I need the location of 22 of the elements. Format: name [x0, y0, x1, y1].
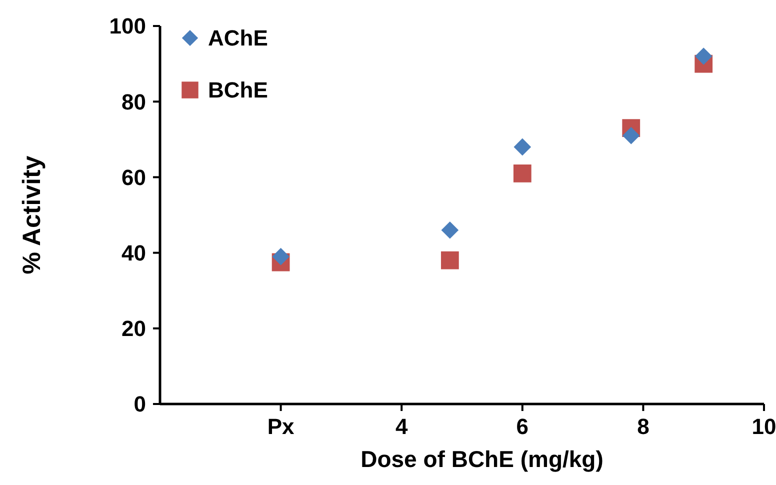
y-tick-label: 0	[134, 392, 146, 417]
x-tick-label: 8	[637, 414, 650, 439]
legend-label: AChE	[208, 26, 268, 51]
y-tick-label: 40	[122, 240, 146, 266]
point	[514, 138, 532, 156]
y-axis-title: % Activity	[18, 156, 46, 274]
y-tick-label: 60	[122, 164, 146, 190]
x-tick-label: 6	[516, 414, 529, 439]
point	[441, 221, 459, 239]
y-tick-label: 20	[122, 316, 146, 342]
point	[694, 48, 712, 65]
x-tick-label: 4	[395, 414, 408, 439]
y-tick-label: 80	[122, 89, 146, 114]
point	[622, 126, 640, 144]
point	[440, 251, 459, 270]
legend-label: BChE	[208, 78, 268, 103]
x-axis-title: Dose of BChE (mg/kg)	[360, 446, 604, 472]
y-tick-label: 100	[109, 14, 146, 39]
point	[513, 164, 532, 182]
x-tick-label: Px	[267, 414, 296, 439]
x-tick-label: 10	[752, 414, 776, 439]
point	[272, 248, 290, 266]
